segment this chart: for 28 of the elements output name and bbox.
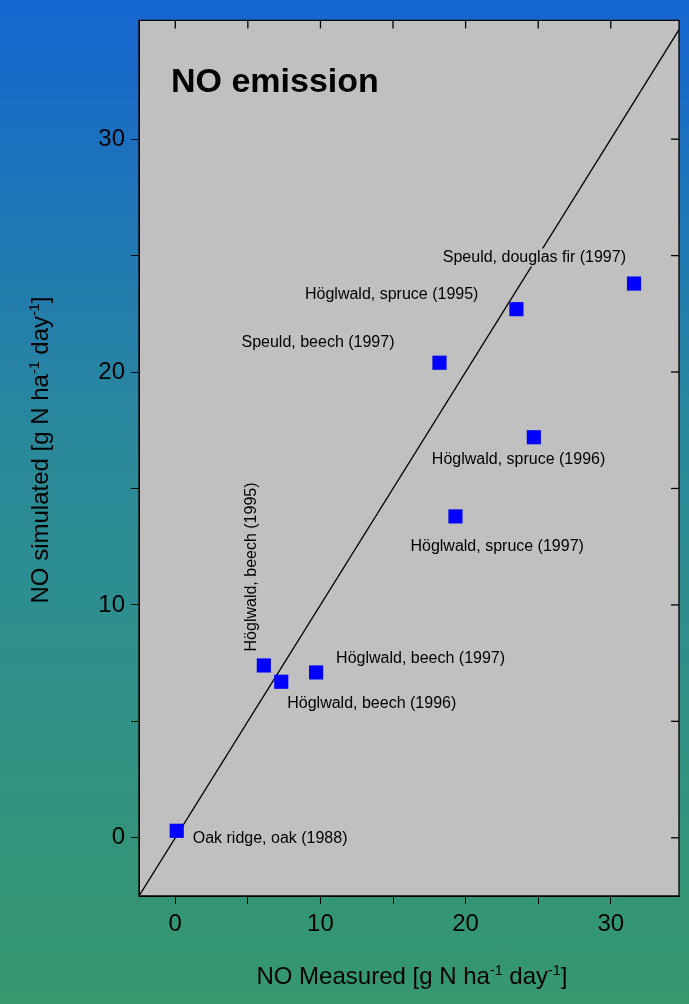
point — [309, 665, 324, 680]
annotation: Speuld, douglas fir (1997) — [442, 247, 626, 265]
annotation: Speuld, beech (1997) — [241, 333, 395, 351]
x-tick-label: 10 — [307, 909, 334, 937]
point — [509, 302, 524, 317]
annotation: Höglwald, spruce (1995) — [305, 284, 479, 302]
annotation: Höglwald, beech (1996) — [287, 694, 457, 712]
x-tick-label: 30 — [597, 909, 625, 937]
x-tick-label: 0 — [168, 909, 182, 937]
x-axis-title: NO Measured [g N ha$^{-1}$ day$^{-1}$] — [255, 962, 569, 990]
y-tick-label: 30 — [98, 123, 125, 151]
x-tick-label: 20 — [452, 909, 479, 937]
annotation: Höglwald, beech (1995) — [242, 482, 260, 652]
annotation: Oak ridge, oak (1988) — [192, 829, 348, 847]
y-tick-label: 0 — [111, 822, 125, 850]
annotation: Höglwald, beech (1997) — [336, 648, 506, 666]
point — [169, 823, 184, 838]
point — [448, 509, 463, 524]
point — [626, 276, 642, 291]
point — [432, 355, 447, 370]
annotation: Höglwald, spruce (1997) — [410, 536, 584, 554]
y-tick-label: 20 — [98, 356, 125, 384]
point — [526, 430, 541, 445]
point — [274, 674, 289, 689]
y-tick-label: 10 — [98, 589, 125, 617]
annotation: Höglwald, spruce (1996) — [431, 449, 606, 467]
text: NO emission — [171, 60, 379, 99]
point — [256, 658, 271, 673]
